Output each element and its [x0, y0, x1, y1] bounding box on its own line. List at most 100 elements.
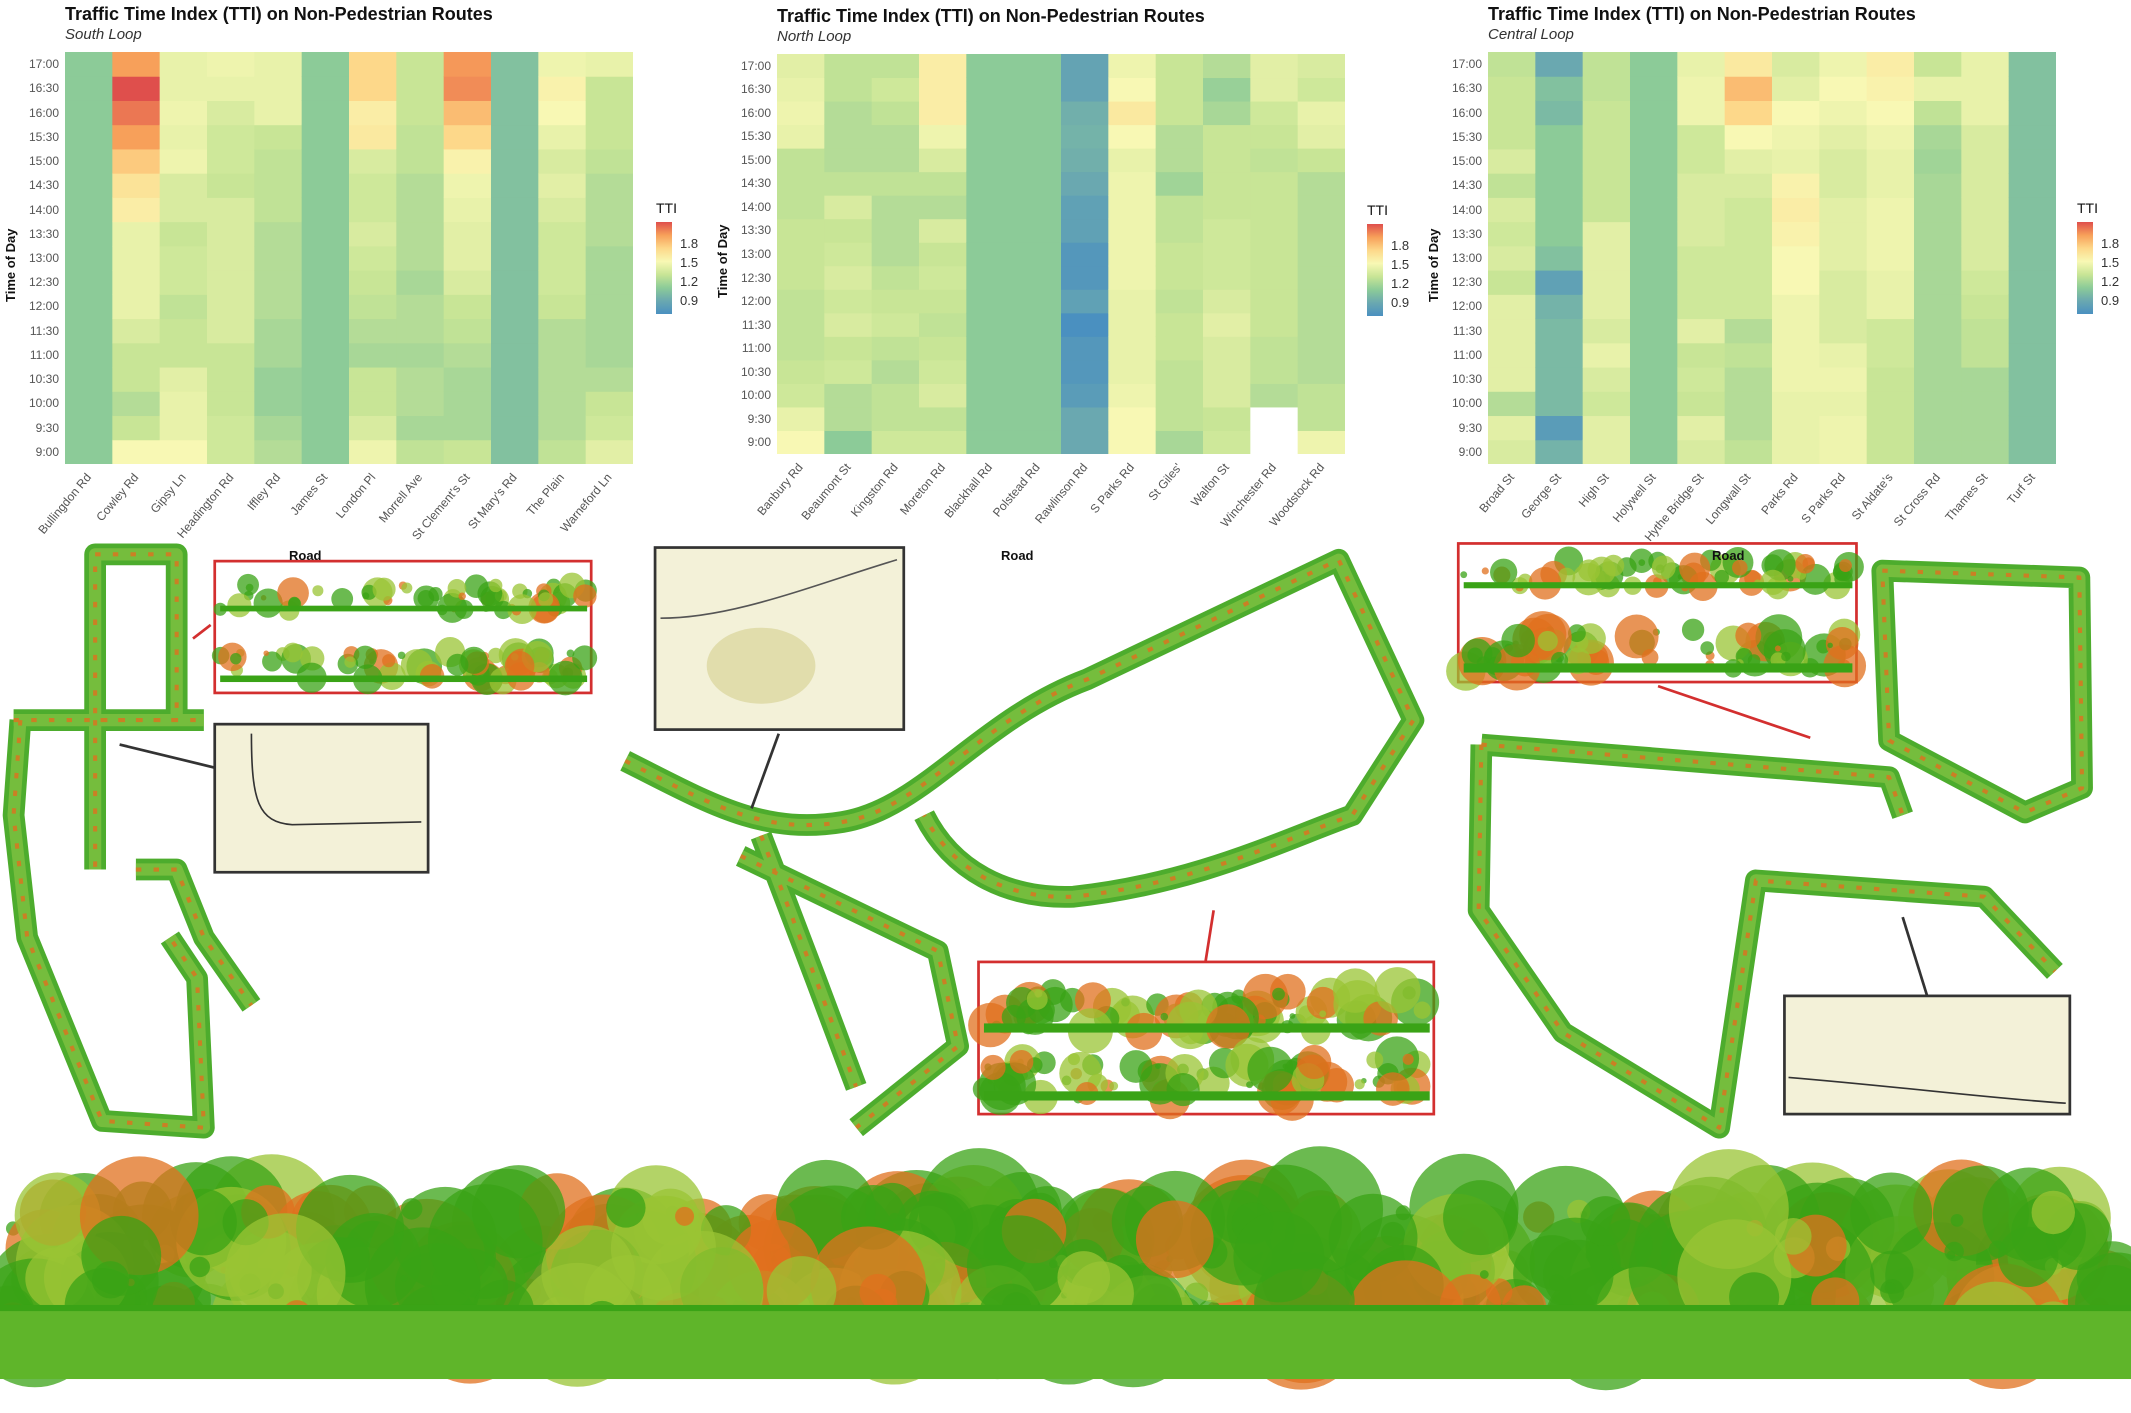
- heatmap-cell: [919, 195, 967, 220]
- heatmap-cell: [871, 195, 920, 220]
- heatmap-cell: [1013, 218, 1062, 243]
- heatmap-cell: [919, 265, 967, 290]
- heatmap-cell: [349, 415, 397, 441]
- heatmap-cell: [301, 148, 350, 174]
- heatmap-cell: [1061, 312, 1109, 337]
- heatmap-cell: [396, 415, 445, 441]
- heatmap-cell: [1677, 415, 1726, 441]
- heatmap-cell: [538, 270, 587, 295]
- heatmap-cell: [1013, 148, 1062, 173]
- heatmap-cell: [1013, 77, 1062, 102]
- heatmap-cell: [1155, 54, 1204, 79]
- heatmap-cell: [254, 221, 303, 247]
- heatmap-cell: [1914, 391, 1962, 417]
- heatmap-cell: [1582, 76, 1631, 101]
- heatmap-cell: [112, 245, 161, 271]
- vegetation-points: [1402, 1053, 1414, 1065]
- y-tick-label: 15:00: [1451, 154, 1482, 169]
- heatmap-cell: [1061, 242, 1109, 267]
- heatmap-cell: [1819, 221, 1868, 247]
- heatmap-cell: [207, 245, 255, 271]
- vegetation-points: [1332, 968, 1378, 1013]
- heatmap-cell: [1155, 195, 1204, 220]
- heatmap-cell: [966, 430, 1015, 454]
- legend-colorbar: [2077, 222, 2093, 314]
- heatmap-cell: [1488, 148, 1536, 174]
- heatmap-cell: [1961, 367, 2010, 392]
- heatmap-cell: [2008, 367, 2056, 392]
- heatmap-cell: [1819, 415, 1868, 441]
- vegetation-points: [572, 645, 598, 671]
- heatmap-cell: [396, 391, 445, 417]
- heatmap-cell: [159, 367, 208, 392]
- heatmap-cell: [1819, 173, 1868, 198]
- chart-subtitle: Central Loop: [1488, 26, 1574, 43]
- heatmap-cell: [824, 312, 873, 337]
- y-axis-title: Time of Day: [3, 228, 18, 302]
- heatmap-cell: [443, 197, 492, 223]
- y-axis-title: Time of Day: [715, 224, 730, 298]
- heatmap-cell: [871, 218, 920, 243]
- heatmap-cell: [1108, 101, 1157, 126]
- vegetation-points: [1166, 1072, 1200, 1107]
- heatmap-cell: [349, 148, 397, 174]
- vegetation-points: [312, 585, 324, 597]
- heatmap-cell: [1203, 101, 1251, 126]
- heatmap-cell: [1203, 336, 1251, 361]
- vegetation-points: [489, 578, 503, 593]
- vegetation-points: [263, 650, 269, 656]
- heatmap-cell: [1819, 342, 1868, 368]
- vegetation-points: [1109, 1081, 1119, 1091]
- panorama-points: [1932, 1165, 2030, 1262]
- y-tick-label: 11:00: [741, 341, 771, 356]
- heatmap-cell: [159, 173, 208, 198]
- heatmap-cell: [1772, 100, 1820, 126]
- heatmap-cell: [159, 76, 208, 101]
- heatmap-cell: [1297, 218, 1345, 243]
- heatmap-cell: [1914, 221, 1962, 247]
- ground-band: [1463, 663, 1853, 673]
- heatmap-cell: [254, 415, 303, 441]
- vegetation-points: [227, 593, 252, 618]
- y-tick-label: 16:30: [1451, 81, 1482, 96]
- heatmap-cell: [585, 173, 633, 198]
- heatmap-cell: [585, 318, 633, 344]
- heatmap-cell: [1866, 318, 1915, 344]
- heatmap-cell: [1724, 245, 1773, 271]
- vegetation-points: [460, 646, 488, 674]
- heatmap-cell: [871, 54, 920, 79]
- heatmap-cell: [207, 367, 255, 392]
- heatmap-cell: [1819, 294, 1868, 320]
- y-tick-label: 15:30: [740, 129, 771, 144]
- heatmap-cell: [919, 101, 967, 126]
- heatmap-cell: [207, 294, 255, 320]
- heatmap-cell: [1155, 124, 1204, 149]
- heatmap-plot-area: [65, 52, 633, 464]
- building-points: [1614, 614, 1659, 659]
- heatmap-cell: [1297, 242, 1345, 267]
- heatmap-cell: [1488, 100, 1536, 126]
- y-tick-label: 11:00: [1452, 347, 1482, 362]
- heatmap-cell: [1914, 148, 1962, 174]
- heatmap-cell: [112, 294, 161, 320]
- heatmap-cell: [1061, 265, 1109, 290]
- heatmap-cell: [777, 359, 825, 384]
- y-tick-label: 9:00: [1458, 444, 1482, 459]
- legend-title: TTI: [2077, 200, 2098, 216]
- building-points: [1501, 623, 1535, 658]
- building-points: [1602, 554, 1625, 577]
- heatmap-cell: [1582, 342, 1631, 368]
- heatmap-cell: [349, 391, 397, 417]
- heatmap-cell: [966, 383, 1015, 408]
- heatmap-cell: [443, 391, 492, 417]
- heatmap-cell: [1961, 294, 2010, 320]
- heatmap-cell: [1866, 439, 1915, 464]
- heatmap-cell: [1582, 294, 1631, 320]
- heatmap-cell: [824, 54, 873, 79]
- heatmap-cell: [1630, 439, 1678, 464]
- heatmap-cell: [1724, 221, 1773, 247]
- heatmap-cell: [1819, 100, 1868, 126]
- inset-central-side-view: [1446, 542, 1867, 691]
- heatmap-cell: [207, 391, 255, 417]
- building-points: [1700, 641, 1715, 655]
